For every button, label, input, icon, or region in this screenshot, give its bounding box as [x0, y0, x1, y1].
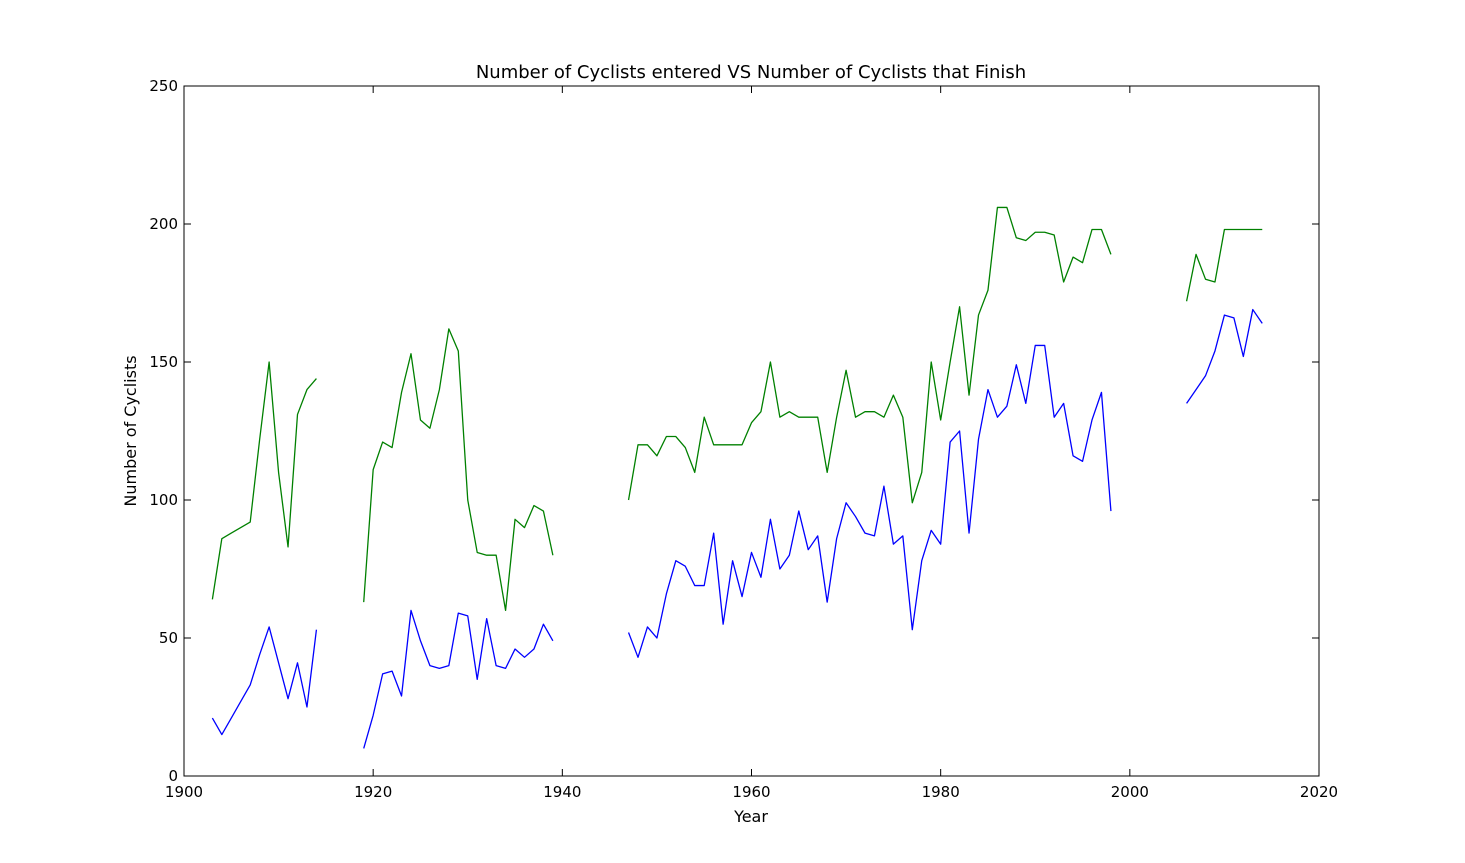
y-tick-label: 100: [149, 491, 178, 509]
series-0-line-segment-0: [211, 361, 317, 600]
y-tick-label: 150: [149, 353, 178, 371]
series-1-line-segment-1: [363, 609, 554, 749]
x-tick-label: 1900: [165, 783, 203, 801]
y-tick-label: 200: [149, 215, 178, 233]
y-axis-label: Number of Cyclists: [121, 355, 140, 506]
x-tick-label: 1960: [732, 783, 770, 801]
series-1-line-segment-3: [1186, 308, 1263, 404]
series-1-line-segment-2: [627, 344, 1112, 658]
series-layer: [211, 206, 1263, 749]
x-tick-label: 1980: [922, 783, 960, 801]
x-axis-label: Year: [733, 807, 768, 826]
x-axis: 1900 1920 1940 1960 1980 2000 2020: [165, 86, 1338, 801]
y-tick-label: 0: [168, 767, 178, 785]
plot-area-frame: [183, 85, 1320, 777]
series-0-line-segment-1: [363, 328, 554, 612]
y-axis: 0 50 100 150 200 250: [149, 77, 1319, 785]
x-tick-label: 1920: [354, 783, 392, 801]
series-0-line-segment-2: [627, 206, 1112, 504]
y-tick-label: 250: [149, 77, 178, 95]
series-1-line-segment-0: [211, 626, 318, 736]
series-0-line-segment-3: [1185, 228, 1263, 302]
x-tick-label: 2020: [1300, 783, 1338, 801]
x-tick-label: 1940: [543, 783, 581, 801]
chart-title: Number of Cyclists entered VS Number of …: [476, 62, 1026, 83]
x-tick-label: 2000: [1111, 783, 1149, 801]
y-tick-label: 50: [159, 629, 178, 647]
